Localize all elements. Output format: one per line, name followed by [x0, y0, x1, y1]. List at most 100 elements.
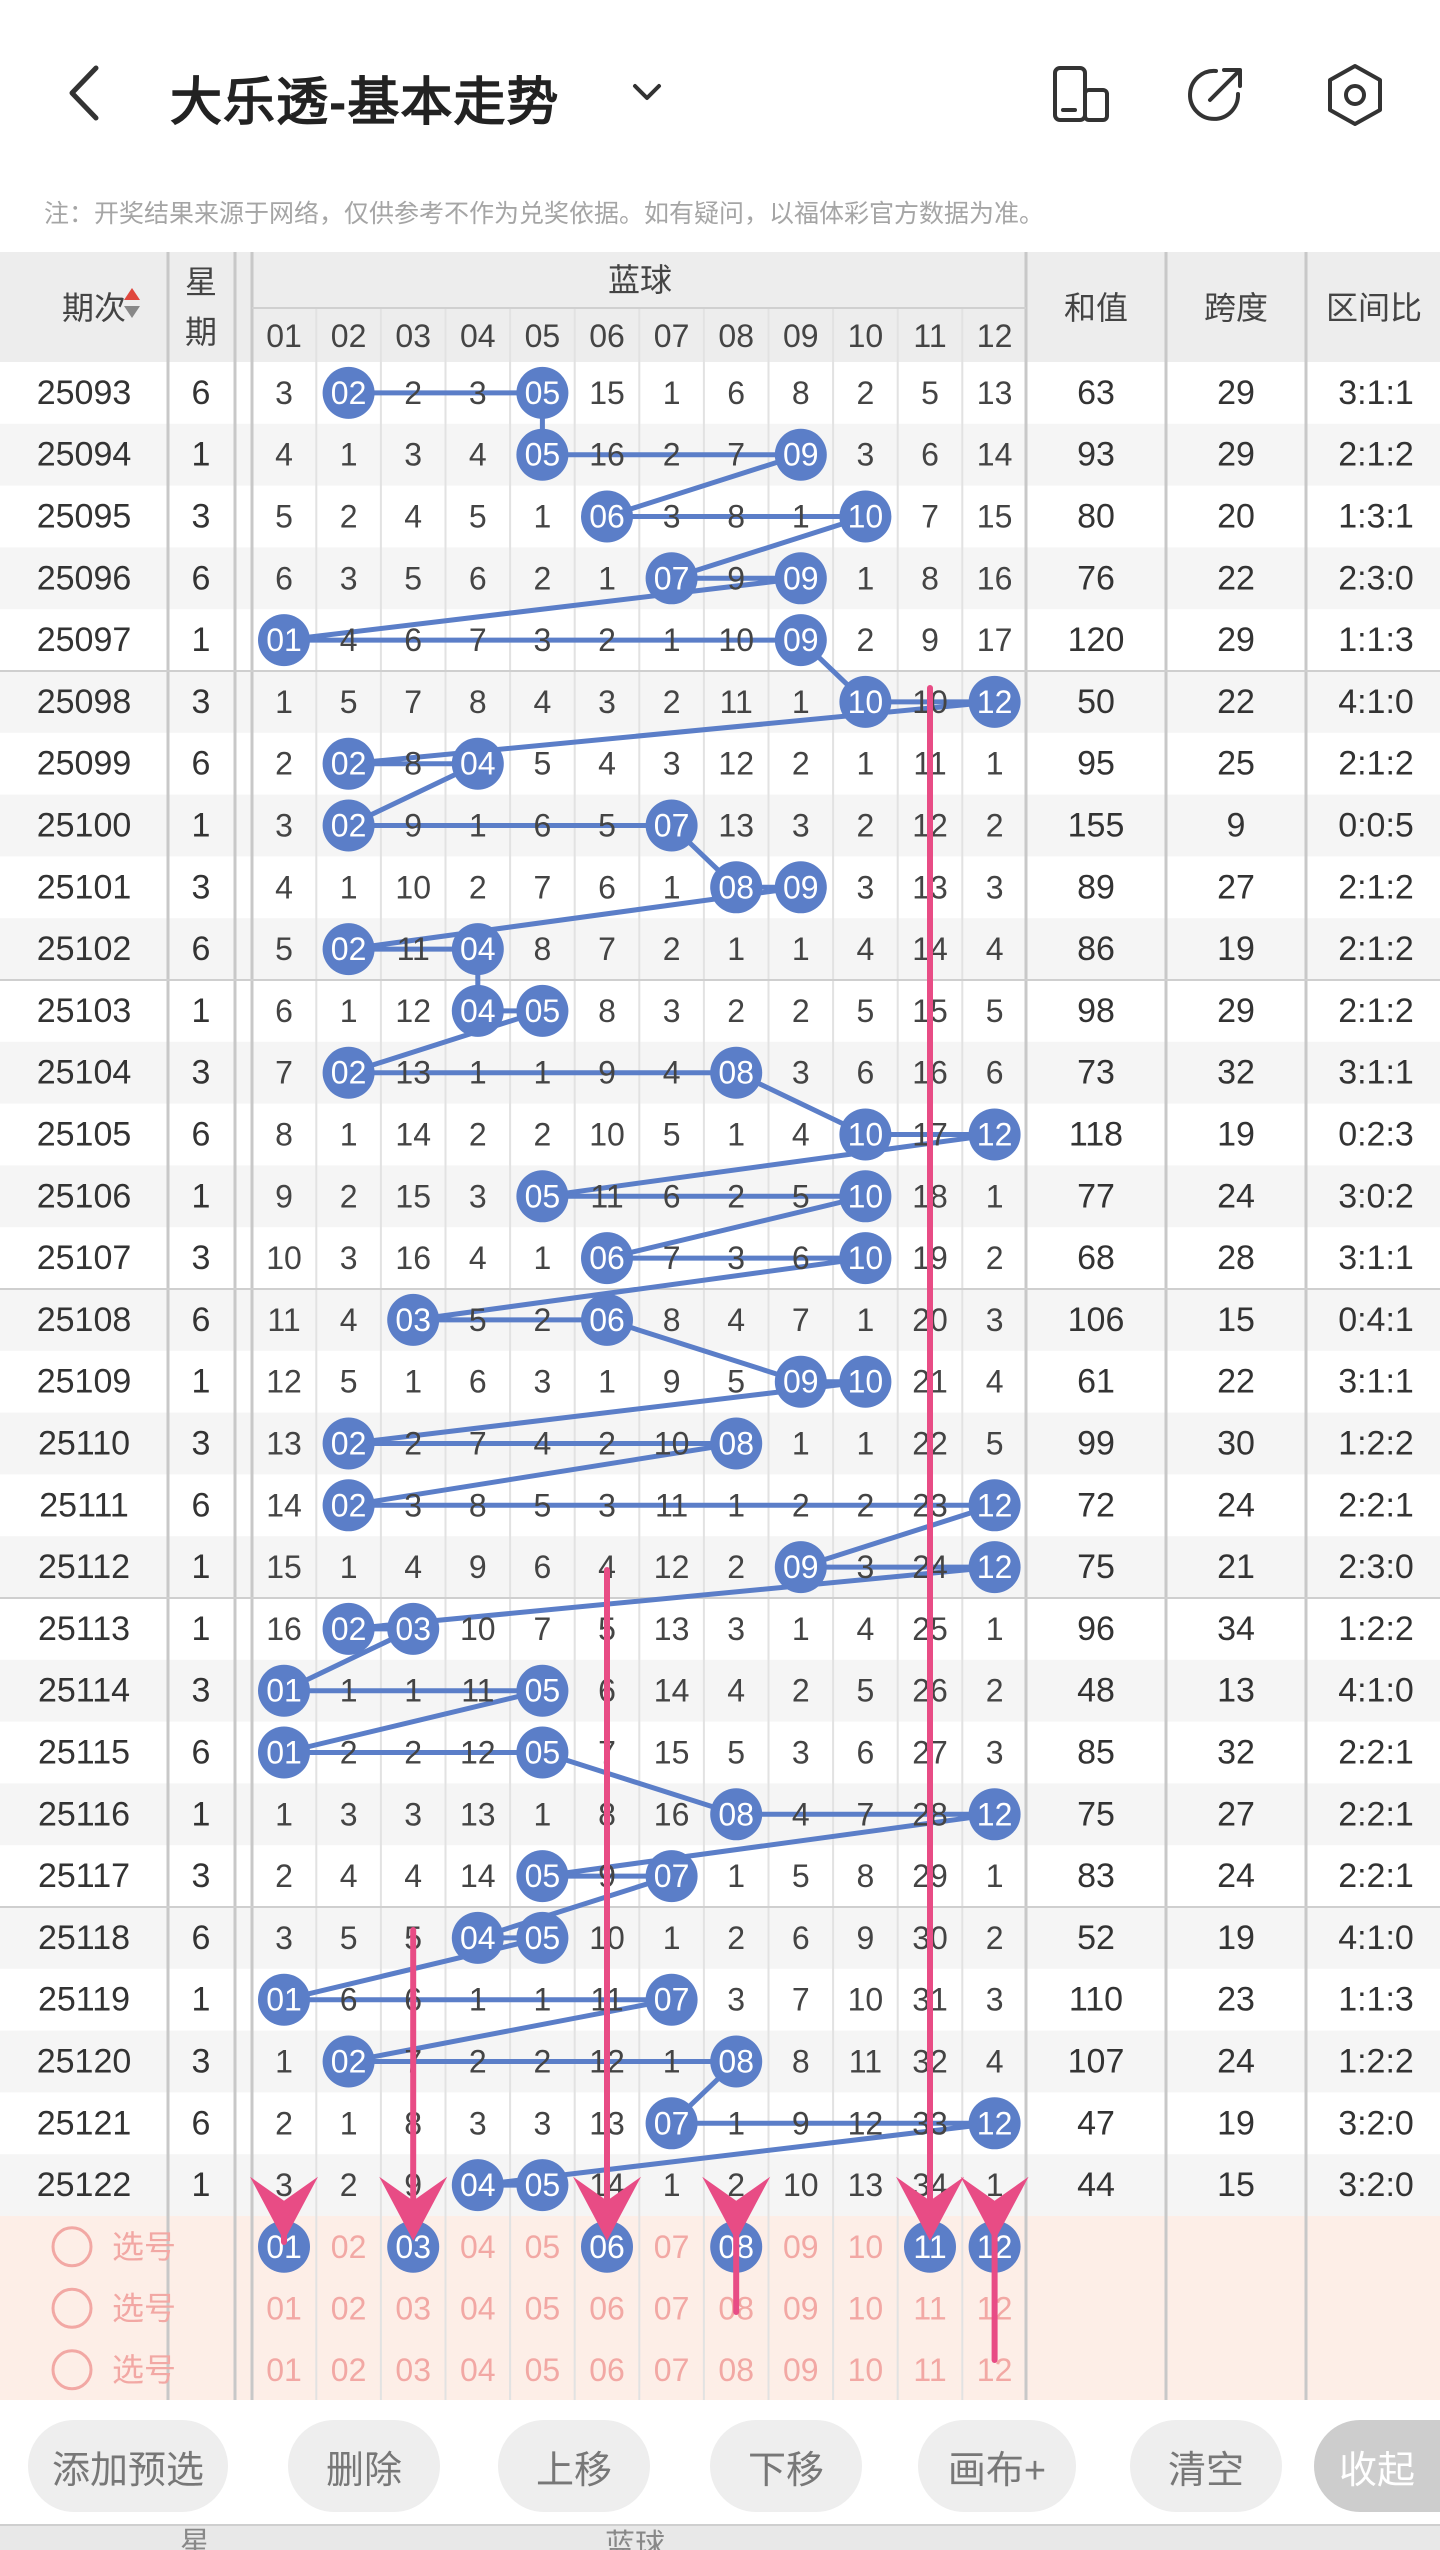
pick-number[interactable]: 09	[783, 2290, 819, 2326]
blue-ball[interactable]	[645, 1850, 698, 1903]
blue-ball[interactable]	[322, 737, 375, 790]
blue-ball[interactable]	[774, 614, 827, 667]
blue-ball[interactable]	[258, 1726, 310, 1779]
blue-ball[interactable]	[451, 923, 504, 976]
pick-number[interactable]: 04	[460, 2352, 496, 2388]
blue-ball[interactable]	[451, 984, 504, 1037]
share-icon[interactable]	[1180, 60, 1250, 130]
pick-number[interactable]: 08	[718, 2352, 754, 2388]
blue-ball[interactable]	[839, 1355, 892, 1408]
blue-ball[interactable]	[258, 1973, 310, 2026]
blue-ball[interactable]	[451, 1911, 504, 1964]
blue-ball[interactable]	[710, 2035, 763, 2088]
pick-number[interactable]: 02	[331, 2290, 367, 2326]
blue-ball[interactable]	[774, 552, 827, 605]
blue-ball[interactable]	[451, 2159, 504, 2212]
blue-ball[interactable]	[322, 1046, 375, 1099]
pick-number[interactable]: 11	[913, 2352, 946, 2388]
blue-ball[interactable]	[322, 366, 375, 419]
sort-up-icon[interactable]	[124, 288, 140, 300]
blue-ball[interactable]	[516, 1664, 569, 1717]
selected-ball[interactable]	[581, 2220, 633, 2273]
pick-number[interactable]: 06	[589, 2290, 625, 2326]
blue-ball[interactable]	[839, 675, 892, 728]
selected-ball[interactable]	[258, 2220, 310, 2273]
selected-ball[interactable]	[387, 2220, 440, 2273]
pick-number[interactable]: 03	[395, 2290, 431, 2326]
blue-ball[interactable]	[968, 1479, 1021, 1532]
blue-ball[interactable]	[839, 1232, 892, 1285]
blue-ball[interactable]	[645, 2097, 698, 2150]
blue-ball[interactable]	[451, 737, 504, 790]
pick-number[interactable]: 04	[460, 2290, 496, 2326]
blue-ball[interactable]	[516, 428, 569, 481]
pick-number[interactable]: 05	[525, 2229, 561, 2265]
page-title[interactable]: 大乐透-基本走势	[170, 74, 560, 132]
blue-ball[interactable]	[581, 1232, 633, 1285]
pick-number[interactable]: 11	[913, 2290, 946, 2326]
blue-ball[interactable]	[322, 2035, 375, 2088]
blue-ball[interactable]	[774, 1355, 827, 1408]
blue-ball[interactable]	[968, 2097, 1021, 2150]
blue-ball[interactable]	[387, 1602, 440, 1655]
selected-ball[interactable]	[904, 2220, 956, 2273]
blue-ball[interactable]	[322, 1479, 375, 1532]
pick-number[interactable]: 02	[331, 2229, 367, 2265]
blue-ball[interactable]	[516, 366, 569, 419]
pick-number[interactable]: 10	[848, 2352, 884, 2388]
pick-number[interactable]: 10	[848, 2229, 884, 2265]
blue-ball[interactable]	[645, 1973, 698, 2026]
pick-number[interactable]: 01	[266, 2352, 302, 2388]
blue-ball[interactable]	[774, 1541, 827, 1594]
blue-ball[interactable]	[839, 490, 892, 543]
pick-number[interactable]: 04	[460, 2229, 496, 2265]
blue-ball[interactable]	[516, 1850, 569, 1903]
sort-down-icon[interactable]	[124, 306, 140, 318]
blue-ball[interactable]	[516, 984, 569, 1037]
pick-row-radio[interactable]	[51, 2287, 93, 2329]
blue-ball[interactable]	[839, 1170, 892, 1223]
blue-ball[interactable]	[258, 1664, 310, 1717]
pick-number[interactable]: 05	[525, 2352, 561, 2388]
pick-row-radio[interactable]	[51, 2349, 93, 2391]
blue-ball[interactable]	[710, 1788, 763, 1841]
blue-ball[interactable]	[645, 552, 698, 605]
blue-ball[interactable]	[839, 1108, 892, 1161]
pick-number[interactable]: 09	[783, 2229, 819, 2265]
blue-ball[interactable]	[968, 1541, 1021, 1594]
pick-number[interactable]: 01	[266, 2290, 302, 2326]
blue-ball[interactable]	[581, 490, 633, 543]
blue-ball[interactable]	[258, 614, 310, 667]
blue-ball[interactable]	[968, 1108, 1021, 1161]
move-up-button[interactable]: 上移	[498, 2420, 650, 2512]
blue-ball[interactable]	[968, 675, 1021, 728]
pick-number[interactable]: 07	[654, 2229, 690, 2265]
pick-number[interactable]: 07	[654, 2290, 690, 2326]
clear-button[interactable]: 清空	[1130, 2420, 1282, 2512]
move-down-button[interactable]: 下移	[710, 2420, 862, 2512]
back-arrow-icon[interactable]	[40, 48, 130, 138]
blue-ball[interactable]	[516, 1726, 569, 1779]
blue-ball[interactable]	[710, 1046, 763, 1099]
blue-ball[interactable]	[645, 799, 698, 852]
pick-number[interactable]: 02	[331, 2352, 367, 2388]
blue-ball[interactable]	[516, 2159, 569, 2212]
blue-ball[interactable]	[774, 428, 827, 481]
blue-ball[interactable]	[322, 799, 375, 852]
chevron-down-icon[interactable]	[625, 70, 669, 114]
blue-ball[interactable]	[710, 1417, 763, 1470]
blue-ball[interactable]	[774, 861, 827, 914]
blue-ball[interactable]	[322, 1602, 375, 1655]
pick-number[interactable]: 03	[395, 2352, 431, 2388]
blue-ball[interactable]	[968, 1788, 1021, 1841]
delete-button[interactable]: 删除	[288, 2420, 440, 2512]
blue-ball[interactable]	[581, 1293, 633, 1346]
collapse-button[interactable]: 收起	[1314, 2420, 1440, 2512]
blue-ball[interactable]	[710, 861, 763, 914]
phone-rotate-icon[interactable]	[1045, 60, 1115, 130]
blue-ball[interactable]	[516, 1911, 569, 1964]
pick-number[interactable]: 09	[783, 2352, 819, 2388]
add-preselect-button[interactable]: 添加预选	[28, 2420, 228, 2512]
pick-number[interactable]: 10	[848, 2290, 884, 2326]
blue-ball[interactable]	[516, 1170, 569, 1223]
